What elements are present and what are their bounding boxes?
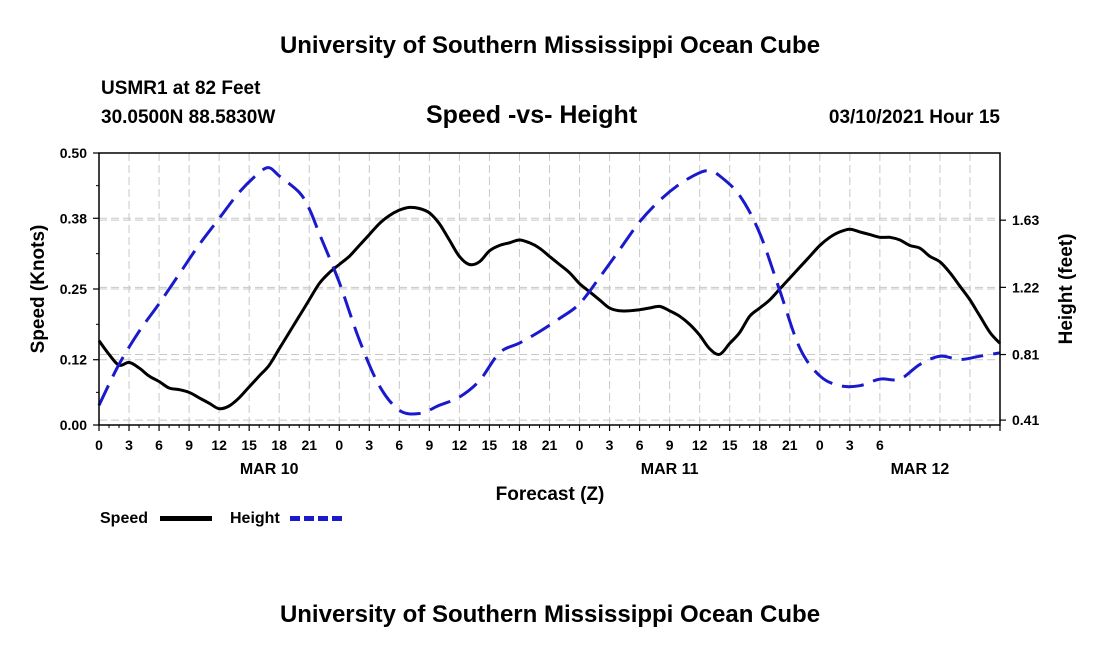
grid (99, 153, 1000, 425)
x-tick-label: 12 (211, 437, 227, 453)
x-tick-label: 21 (542, 437, 558, 453)
x-date-label: MAR 10 (240, 461, 299, 478)
legend-height-swatch (290, 516, 342, 521)
x-tick-label: 3 (606, 437, 614, 453)
x-date-label: MAR 12 (891, 461, 950, 478)
x-date-label: MAR 11 (641, 461, 699, 478)
x-tick-label: 18 (271, 437, 287, 453)
x-tick-label: 6 (876, 437, 884, 453)
x-tick-label: 0 (816, 437, 824, 453)
x-axis-title: Forecast (Z) (496, 484, 605, 505)
y-tick-label: 0.00 (60, 417, 87, 433)
y2-tick-label: 1.63 (1012, 212, 1039, 228)
y2-tick-label: 0.41 (1012, 412, 1039, 428)
x-tick-label: 3 (365, 437, 373, 453)
x-tick-label: 9 (425, 437, 433, 453)
x-tick-label: 21 (301, 437, 317, 453)
x-tick-label: 0 (576, 437, 584, 453)
x-tick-label: 15 (722, 437, 738, 453)
y-tick-label: 0.38 (60, 210, 87, 226)
legend-speed-label: Speed (100, 510, 148, 528)
x-tick-label: 0 (335, 437, 343, 453)
y2-tick-label: 0.81 (1012, 347, 1039, 363)
speed-height-chart: 0 3 6 9 12 15 18 21 0 3 6 9 12 15 18 21 0 3 6 9 12 15 18 21 0 3 6M… (0, 0, 1100, 650)
x-tick-label: 18 (752, 437, 768, 453)
x-tick-label: 6 (636, 437, 644, 453)
x-tick-label: 15 (482, 437, 498, 453)
y2-axis-title: Height (feet) (1056, 234, 1077, 345)
x-tick-label: 21 (782, 437, 798, 453)
bottom-title: University of Southern Mississippi Ocean… (0, 601, 1100, 629)
x-tick-label: 6 (395, 437, 403, 453)
y2-tick-label: 1.22 (1012, 279, 1039, 295)
y-axis-title: Speed (Knots) (28, 225, 49, 354)
x-tick-label: 0 (95, 437, 103, 453)
x-tick-label: 3 (125, 437, 133, 453)
x-tick-label: 3 (846, 437, 854, 453)
legend-height-label: Height (230, 510, 280, 528)
x-tick-label: 15 (241, 437, 257, 453)
y-tick-label: 0.50 (60, 145, 87, 161)
x-tick-label: 12 (692, 437, 708, 453)
y-tick-label: 0.12 (60, 352, 87, 368)
x-tick-label: 9 (666, 437, 674, 453)
x-tick-label: 6 (155, 437, 163, 453)
y-tick-label: 0.25 (60, 281, 87, 297)
legend-speed-swatch (160, 516, 212, 521)
x-tick-label: 9 (185, 437, 193, 453)
x-tick-label: 12 (452, 437, 468, 453)
x-tick-label: 18 (512, 437, 528, 453)
